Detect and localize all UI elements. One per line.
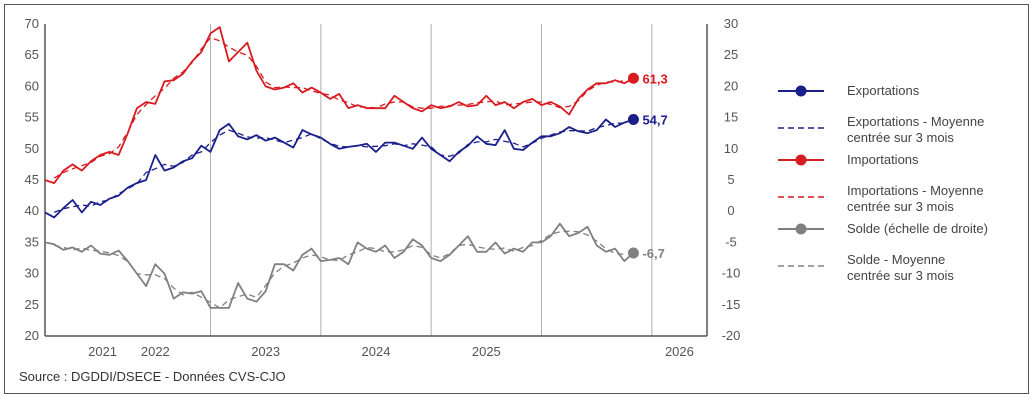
x-axis-tick-label: 2023: [251, 344, 280, 359]
end-value-label: -6,7: [642, 246, 664, 261]
right-axis-tick-label: 30: [724, 16, 738, 31]
right-axis-tick-label: 5: [727, 172, 734, 187]
series-line-4: [44, 222, 634, 309]
legend-label-1: Exportations - Moyenne: [847, 114, 984, 129]
chart-frame: 70 65 60 55 50 45 40 35 30 25 20 30 25 20 15 10 5 0 -5 -10-…: [4, 4, 1029, 394]
legend-label-2: Importations: [847, 152, 919, 167]
left-axis-tick-label: 60: [25, 78, 39, 93]
series-line-5: [54, 230, 625, 309]
legend-label-5: Solde - Moyenne: [847, 252, 945, 267]
legend-marker-4: [795, 223, 807, 235]
legend-marker-0: [795, 85, 807, 97]
left-axis-tick-label: 45: [25, 172, 39, 187]
left-axis-tick-label: 65: [25, 47, 39, 62]
legend-marker-2: [795, 154, 807, 166]
end-point-marker: [627, 247, 639, 259]
series-line-3: [53, 37, 625, 179]
right-axis-tick-label: -20: [722, 328, 741, 343]
chart-svg: 7065605550454035302520302520151050-5-10-…: [25, 16, 988, 359]
legend-label-5: centrée sur 3 mois: [847, 268, 954, 283]
legend-label-3: centrée sur 3 mois: [847, 199, 954, 214]
x-axis-tick-label: 2025: [472, 344, 501, 359]
left-axis-tick-label: 20: [25, 328, 39, 343]
series-line-0: [44, 118, 634, 219]
right-axis-tick-label: 10: [724, 141, 738, 156]
right-axis-tick-label: 0: [727, 203, 734, 218]
right-axis-tick-label: 15: [724, 110, 738, 125]
end-point-marker: [627, 113, 639, 125]
left-axis-tick-label: 30: [25, 266, 39, 281]
right-axis-tick-label: -15: [722, 297, 741, 312]
series-line-1: [53, 122, 625, 214]
x-axis-tick-label: 2022: [141, 344, 170, 359]
x-axis-tick-label: 2026: [665, 344, 694, 359]
legend-label-1: centrée sur 3 mois: [847, 130, 954, 145]
legend-label-4: Solde (échelle de droite): [847, 221, 988, 236]
x-axis-tick-label: 2021: [88, 344, 117, 359]
source-note: Source : DGDDI/DSECE - Données CVS-CJO: [19, 369, 286, 384]
left-axis-tick-label: 70: [25, 16, 39, 31]
right-axis-tick-label: 20: [724, 78, 738, 93]
end-value-label: 54,7: [642, 112, 667, 127]
legend-label-3: Importations - Moyenne: [847, 183, 984, 198]
end-point-marker: [627, 72, 639, 84]
left-axis-tick-label: 50: [25, 141, 39, 156]
x-axis-tick-label: 2024: [362, 344, 391, 359]
right-axis-tick-label: -5: [725, 234, 737, 249]
left-axis-tick-label: 55: [25, 110, 39, 125]
end-value-label: 61,3: [642, 71, 667, 86]
right-axis-tick-label: -10: [722, 266, 741, 281]
legend-label-0: Exportations: [847, 83, 920, 98]
left-axis-tick-label: 25: [25, 297, 39, 312]
right-axis-tick-label: 25: [724, 47, 738, 62]
left-axis-tick-label: 40: [25, 203, 39, 218]
series-line-2: [44, 26, 634, 184]
left-axis-tick-label: 35: [25, 234, 39, 249]
